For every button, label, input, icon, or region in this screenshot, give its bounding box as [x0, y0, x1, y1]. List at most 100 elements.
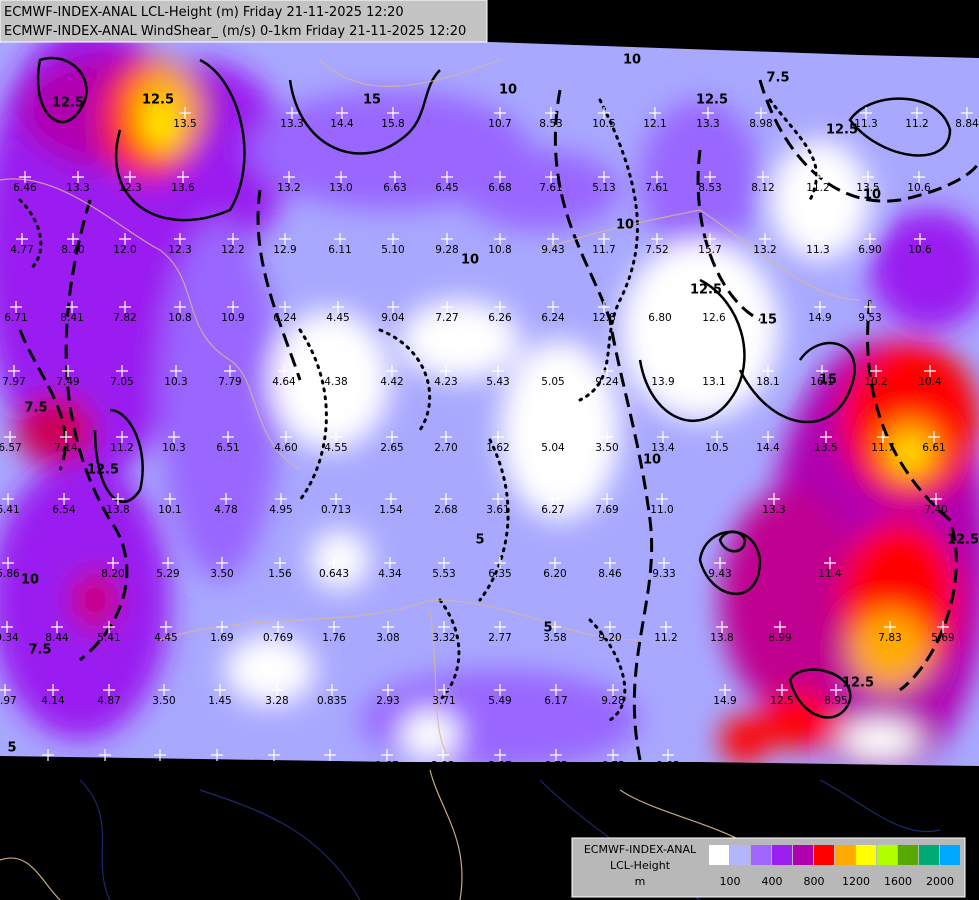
- station-value: 13.8: [106, 504, 129, 516]
- station-cross: [103, 621, 115, 633]
- contour-label: 12.5: [842, 676, 874, 691]
- station-value: 13.3: [762, 504, 785, 516]
- station-cross: [658, 557, 670, 569]
- station-value: 14.4: [330, 118, 354, 130]
- legend-swatch: [772, 845, 792, 865]
- legend-swatch: [709, 845, 729, 865]
- station-value: 6.63: [383, 182, 406, 194]
- station-value: 13.2: [753, 244, 776, 256]
- station-cross: [870, 365, 882, 377]
- station-cross: [494, 233, 506, 245]
- station-value: 9.33: [652, 568, 675, 580]
- station-cross: [660, 621, 672, 633]
- station-cross: [162, 557, 174, 569]
- station-cross: [160, 621, 172, 633]
- station-cross: [164, 493, 176, 505]
- station-cross: [326, 684, 338, 696]
- station-value: 10.8: [168, 312, 191, 324]
- header-line: ECMWF-INDEX-ANAL LCL-Height (m) Friday 2…: [4, 5, 404, 20]
- station-value: 3.50: [152, 695, 175, 707]
- station-cross: [657, 365, 669, 377]
- contour-label: 10: [623, 53, 641, 68]
- station-value: 6.54: [52, 504, 76, 516]
- station-value: 6.20: [543, 568, 566, 580]
- station-cross: [762, 365, 774, 377]
- contour-label: 10: [643, 453, 661, 468]
- station-cross: [387, 233, 399, 245]
- contour-label: 12.5: [947, 533, 979, 548]
- station-cross: [99, 749, 111, 761]
- station-value: 9.20: [598, 632, 621, 644]
- station-cross: [601, 431, 613, 443]
- station-cross: [280, 431, 292, 443]
- contour-label: 5: [475, 533, 484, 548]
- station-cross: [214, 684, 226, 696]
- station-value: 7.27: [435, 312, 458, 324]
- station-cross: [830, 684, 842, 696]
- station-cross: [545, 171, 557, 183]
- station-value: 5.10: [381, 244, 404, 256]
- station-cross: [116, 431, 128, 443]
- station-cross: [179, 107, 191, 119]
- station-cross: [494, 557, 506, 569]
- station-cross: [598, 107, 610, 119]
- station-value: 13.5: [856, 182, 879, 194]
- station-cross: [824, 557, 836, 569]
- station-cross: [8, 365, 20, 377]
- station-value: 4.45: [326, 312, 349, 324]
- station-cross: [168, 431, 180, 443]
- station-cross: [116, 365, 128, 377]
- station-cross: [704, 233, 716, 245]
- station-value: 5.69: [931, 632, 954, 644]
- station-cross: [279, 301, 291, 313]
- station-value: 7.83: [878, 632, 901, 644]
- station-cross: [16, 233, 28, 245]
- station-value: 3.58: [543, 632, 566, 644]
- station-cross: [62, 365, 74, 377]
- station-value: 8.70: [61, 244, 84, 256]
- station-cross: [272, 621, 284, 633]
- station-cross: [438, 621, 450, 633]
- station-value: 9.43: [541, 244, 564, 256]
- station-value: 7.61: [645, 182, 668, 194]
- station-cross: [704, 171, 716, 183]
- contour-label: 12.5: [87, 463, 119, 478]
- station-cross: [545, 107, 557, 119]
- station-cross: [598, 171, 610, 183]
- station-value: 10.5: [592, 118, 615, 130]
- station-cross: [762, 431, 774, 443]
- station-value: 13.0: [329, 182, 352, 194]
- station-value: 9.04: [381, 312, 405, 324]
- station-value: 3.32: [432, 632, 455, 644]
- station-cross: [440, 493, 452, 505]
- station-value: 11.2: [905, 118, 928, 130]
- station-value: 9.28: [435, 244, 458, 256]
- station-value: 7.49: [56, 376, 79, 388]
- station-value: 11.3: [854, 118, 877, 130]
- station-value: 5.29: [156, 568, 179, 580]
- station-value: 6.17: [544, 695, 567, 707]
- station-value: 8.84: [955, 118, 979, 130]
- station-cross: [174, 233, 186, 245]
- station-cross: [4, 431, 16, 443]
- station-cross: [494, 684, 506, 696]
- station-value: 1.69: [210, 632, 233, 644]
- station-value: 3.97: [488, 760, 511, 772]
- station-cross: [547, 301, 559, 313]
- station-value: 1.67: [375, 760, 398, 772]
- station-cross: [384, 557, 396, 569]
- station-cross: [440, 365, 452, 377]
- station-cross: [651, 233, 663, 245]
- legend-tick-label: 1600: [884, 875, 912, 888]
- station-cross: [547, 365, 559, 377]
- station-value: 4.95: [269, 504, 292, 516]
- station-cross: [440, 431, 452, 443]
- station-cross: [286, 107, 298, 119]
- station-value: 4.64: [272, 376, 296, 388]
- station-cross: [211, 749, 223, 761]
- legend-tick-label: 400: [762, 875, 783, 888]
- station-value: 12.8: [592, 312, 615, 324]
- legend-swatch: [814, 845, 834, 865]
- station-cross: [494, 621, 506, 633]
- contour-label: 12.5: [826, 123, 858, 138]
